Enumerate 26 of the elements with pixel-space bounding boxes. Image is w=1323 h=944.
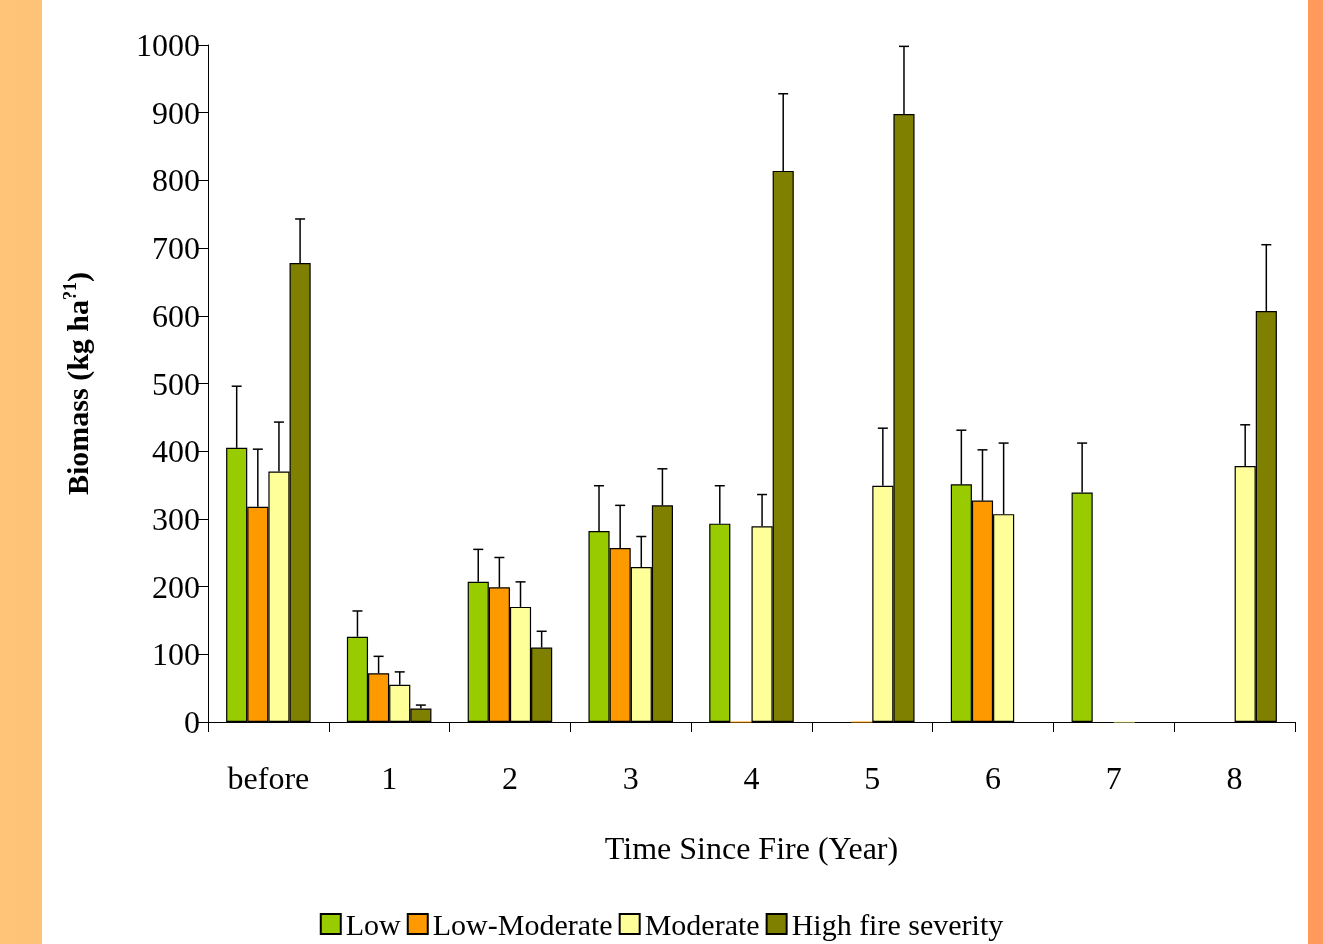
y-tick-label: 600 <box>152 297 200 334</box>
x-tick-label: 3 <box>622 760 639 796</box>
y-tick-label: 900 <box>152 94 200 131</box>
x-tick-label: 6 <box>985 760 1002 796</box>
y-tick-label: 100 <box>152 636 200 673</box>
x-tick-label: before <box>227 760 310 796</box>
x-tick-label: 5 <box>864 760 881 796</box>
legend-label: Low <box>345 907 402 941</box>
y-tick-label: 200 <box>152 568 200 605</box>
legend-label: High fire severity <box>791 907 1004 941</box>
y-tick-label: 800 <box>152 162 200 199</box>
x-axis-title: Time Since Fire (Year) <box>604 830 899 866</box>
y-tick-label: 0 <box>184 704 200 740</box>
y-tick-label: 1000 <box>136 27 200 63</box>
y-tick-label: 300 <box>152 500 200 537</box>
legend-label: Moderate <box>644 907 760 941</box>
legend-label: Low-Moderate <box>432 907 613 941</box>
x-tick-label: 4 <box>743 760 760 796</box>
y-axis-title: Biomass (kg ha?1) <box>60 271 95 496</box>
x-tick-label: 1 <box>381 760 398 796</box>
x-tick-label: 2 <box>501 760 518 796</box>
y-tick-label: 500 <box>152 365 200 402</box>
x-tick-label: 7 <box>1105 760 1122 796</box>
y-tick-label: 700 <box>152 230 200 267</box>
y-tick-label: 400 <box>152 433 200 470</box>
x-tick-label: 8 <box>1226 760 1243 796</box>
